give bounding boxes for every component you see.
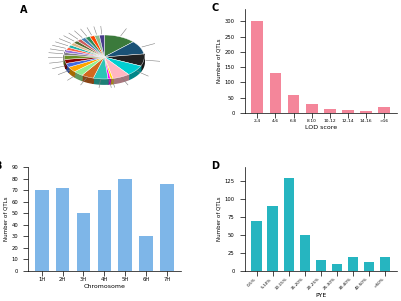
Polygon shape (65, 50, 67, 58)
Text: A: A (20, 5, 28, 15)
X-axis label: PYE: PYE (315, 293, 326, 298)
Polygon shape (104, 57, 111, 79)
Text: D: D (211, 161, 219, 171)
Bar (288, 95, 300, 113)
Bar (118, 178, 132, 271)
Polygon shape (75, 57, 104, 75)
Polygon shape (104, 42, 144, 57)
Bar (77, 213, 90, 271)
Polygon shape (65, 57, 104, 64)
Bar (380, 256, 390, 271)
Bar (284, 178, 294, 271)
Polygon shape (77, 39, 104, 57)
Polygon shape (69, 67, 75, 77)
Polygon shape (108, 79, 111, 84)
Bar (160, 184, 174, 271)
Bar (342, 110, 354, 113)
Polygon shape (141, 54, 144, 71)
Polygon shape (104, 57, 129, 79)
Bar (251, 21, 263, 113)
Polygon shape (65, 59, 66, 69)
Y-axis label: Number of QTLs: Number of QTLs (4, 197, 9, 241)
Polygon shape (64, 55, 104, 59)
Bar (360, 110, 372, 113)
Polygon shape (104, 57, 113, 79)
Polygon shape (81, 38, 104, 57)
Bar (267, 206, 278, 271)
Polygon shape (65, 53, 104, 57)
Bar (324, 109, 336, 113)
Polygon shape (66, 57, 104, 67)
Bar (269, 73, 282, 113)
Polygon shape (82, 75, 93, 83)
Polygon shape (99, 35, 104, 57)
Bar (35, 190, 49, 271)
Polygon shape (69, 57, 104, 72)
Polygon shape (113, 74, 129, 84)
Text: C: C (211, 3, 218, 13)
Y-axis label: Number of QTLs: Number of QTLs (217, 197, 222, 241)
Polygon shape (90, 36, 104, 57)
Bar (348, 256, 358, 271)
Polygon shape (93, 78, 108, 84)
Bar (139, 236, 153, 271)
Bar (316, 260, 326, 271)
Bar (306, 104, 318, 113)
X-axis label: LOD score: LOD score (305, 125, 337, 130)
Polygon shape (93, 57, 108, 79)
Polygon shape (75, 72, 82, 80)
Polygon shape (71, 43, 104, 57)
Polygon shape (82, 57, 104, 78)
Polygon shape (68, 45, 104, 57)
Y-axis label: Number of QTLs: Number of QTLs (217, 39, 222, 83)
Polygon shape (85, 36, 104, 57)
Bar (332, 264, 342, 271)
Bar (300, 235, 310, 271)
Polygon shape (74, 41, 104, 57)
Bar (56, 188, 69, 271)
Polygon shape (65, 50, 104, 57)
X-axis label: Chromosome: Chromosome (83, 284, 125, 289)
Polygon shape (66, 64, 69, 72)
Bar (364, 262, 374, 271)
Polygon shape (67, 48, 104, 57)
Polygon shape (104, 54, 144, 66)
Polygon shape (95, 35, 104, 57)
Text: B: B (0, 161, 2, 171)
Polygon shape (111, 79, 113, 84)
Bar (378, 107, 390, 113)
Polygon shape (129, 66, 141, 80)
Polygon shape (104, 35, 133, 57)
Polygon shape (104, 57, 141, 74)
Bar (97, 190, 111, 271)
Bar (251, 221, 262, 271)
